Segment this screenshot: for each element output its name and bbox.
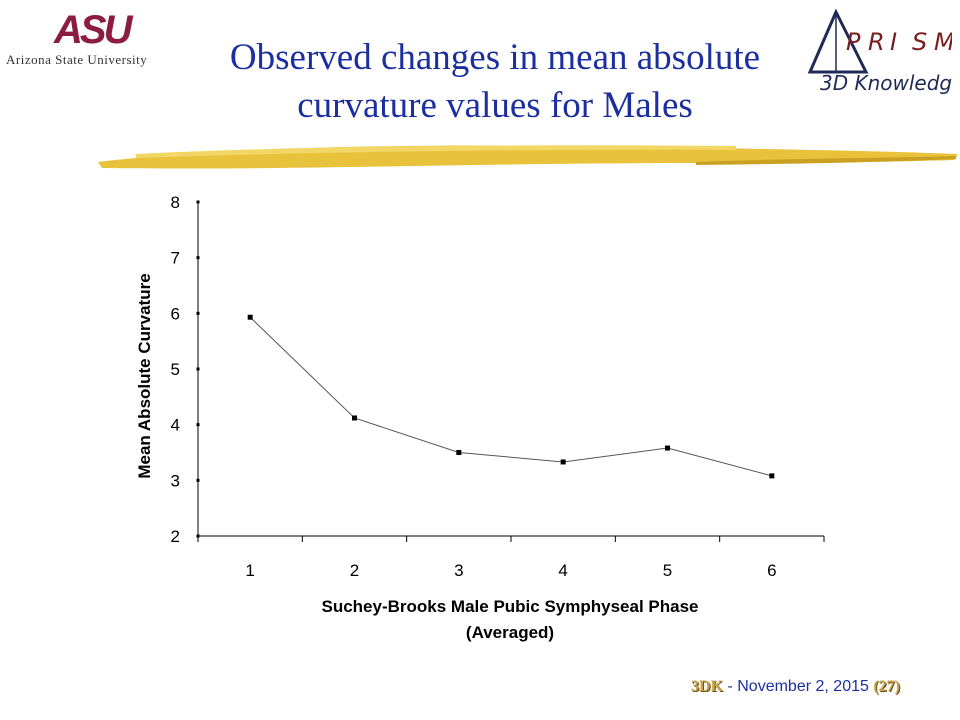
prism-letter: I bbox=[890, 28, 897, 56]
y-tick-mark bbox=[196, 367, 200, 371]
prism-letter: M bbox=[934, 28, 952, 56]
x-tick-label: 5 bbox=[663, 561, 672, 580]
footer-date: November 2, 2015 bbox=[737, 678, 869, 695]
y-tick-mark bbox=[196, 200, 200, 204]
x-axis-label-line-2: (Averaged) bbox=[466, 623, 554, 642]
y-tick-mark bbox=[196, 423, 200, 427]
y-tick-mark bbox=[196, 311, 200, 315]
prism-letter: R bbox=[868, 28, 885, 56]
y-axis-label: Mean Absolute Curvature bbox=[135, 273, 154, 478]
page-title: Observed changes in mean absolute curvat… bbox=[150, 34, 840, 130]
footer-code: 3DK bbox=[691, 678, 724, 695]
data-point bbox=[352, 415, 357, 421]
y-tick-mark bbox=[196, 478, 200, 482]
prism-triangle-icon bbox=[807, 8, 869, 74]
y-tick-label: 4 bbox=[171, 416, 180, 435]
asu-logo-mark: ASU bbox=[54, 8, 132, 52]
x-tick-label: 3 bbox=[454, 561, 463, 580]
y-tick-label: 8 bbox=[171, 193, 180, 212]
data-point bbox=[665, 445, 670, 451]
data-point bbox=[456, 450, 462, 455]
footer-page-number: (27) bbox=[873, 678, 900, 695]
y-tick-label: 2 bbox=[171, 527, 180, 546]
prism-letter: P bbox=[846, 28, 861, 56]
x-tick-label: 4 bbox=[558, 561, 567, 580]
x-tick-label: 2 bbox=[350, 561, 359, 580]
x-tick-label: 1 bbox=[245, 561, 254, 580]
data-point bbox=[560, 459, 566, 465]
prism-logo: PRISM 3D Knowledge bbox=[807, 8, 952, 95]
y-tick-mark bbox=[196, 256, 200, 260]
x-axis-label-line-1: Suchey-Brooks Male Pubic Symphyseal Phas… bbox=[322, 597, 699, 616]
series-line bbox=[249, 316, 772, 477]
prism-tagline: 3D Knowledge bbox=[820, 71, 952, 95]
y-tick-label: 6 bbox=[171, 304, 180, 323]
data-point bbox=[769, 473, 775, 479]
asu-logo-name: Arizona State University bbox=[6, 52, 148, 67]
asu-logo: ASU Arizona State University bbox=[6, 8, 184, 72]
title-underline bbox=[98, 145, 958, 169]
y-tick-label: 7 bbox=[171, 249, 180, 268]
footer-separator: - bbox=[723, 678, 738, 695]
slide-footer: 3DK - November 2, 2015 (27) bbox=[640, 678, 900, 696]
x-tick-label: 6 bbox=[767, 561, 776, 580]
title-line-2: curvature values for Males bbox=[297, 85, 693, 126]
data-point bbox=[247, 314, 253, 320]
prism-letter: S bbox=[912, 28, 927, 56]
y-tick-label: 5 bbox=[171, 360, 180, 379]
title-line-1: Observed changes in mean absolute bbox=[229, 37, 761, 78]
y-tick-label: 3 bbox=[171, 471, 180, 490]
